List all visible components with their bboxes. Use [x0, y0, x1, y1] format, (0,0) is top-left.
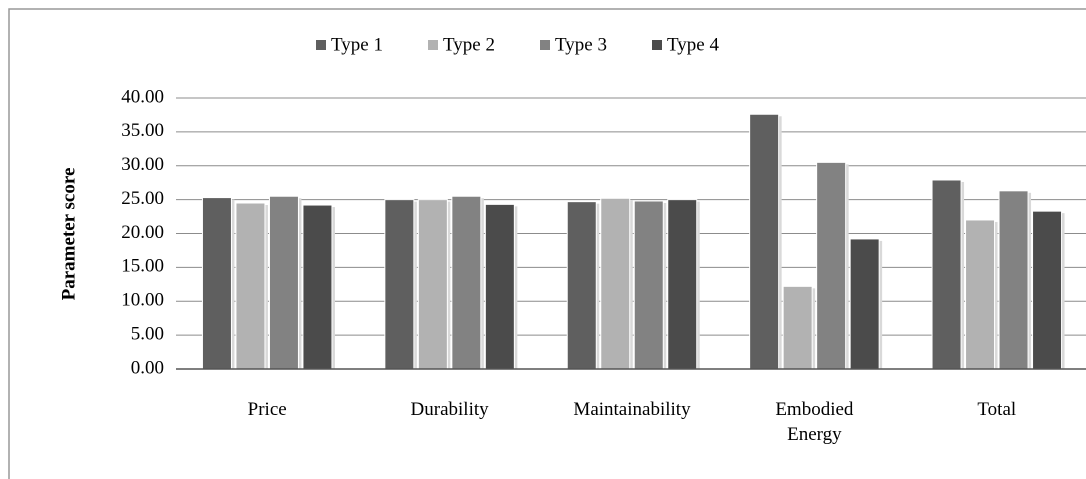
bar	[600, 197, 631, 370]
y-tick-label: 10.00	[121, 290, 164, 311]
x-tick-label-box: Embodied Energy	[759, 397, 869, 447]
bar	[201, 197, 232, 370]
y-tick-label: 30.00	[121, 154, 164, 175]
x-tick-label-box: Durability	[395, 397, 505, 422]
bar	[451, 195, 482, 370]
x-tick-label: Durability	[410, 399, 489, 420]
x-tick-label: Maintainability	[573, 399, 691, 420]
legend-label: Type 3	[555, 34, 607, 55]
legend-label: Type 1	[331, 34, 383, 55]
bar	[484, 203, 515, 370]
bar	[633, 200, 664, 370]
bar	[417, 199, 448, 370]
y-axis-label: Parameter score	[58, 168, 79, 301]
y-tick-label: 40.00	[121, 86, 164, 107]
bar	[849, 238, 880, 370]
x-tick-label: Price	[247, 399, 287, 420]
bar	[235, 202, 266, 370]
y-tick-label: 25.00	[121, 188, 164, 209]
legend-label: Type 2	[443, 34, 495, 55]
y-tick-label: 15.00	[121, 256, 164, 277]
bar	[302, 204, 333, 370]
legend-label: Type 4	[667, 34, 719, 55]
legend-swatch	[428, 40, 438, 50]
bar	[998, 190, 1029, 370]
y-tick-label: 20.00	[121, 222, 164, 243]
bar	[816, 161, 847, 370]
bar	[1032, 210, 1063, 370]
bar	[667, 199, 698, 370]
bar	[965, 219, 996, 370]
bar	[268, 195, 299, 370]
y-tick-label: 5.00	[131, 323, 164, 344]
x-tick-label-box: Total	[942, 397, 1052, 422]
x-tick-label: Embodied Energy	[775, 399, 854, 445]
y-tick-label: 0.00	[131, 357, 164, 378]
y-tick-label: 35.00	[121, 120, 164, 141]
legend-swatch	[652, 40, 662, 50]
x-tick-label-box: Price	[212, 397, 322, 422]
bar	[566, 201, 597, 370]
legend-swatch	[540, 40, 550, 50]
bar	[931, 179, 962, 370]
x-tick-label-box: Maintainability	[573, 397, 690, 422]
bar	[384, 199, 415, 370]
chart-border	[8, 8, 1086, 479]
legend-swatch	[316, 40, 326, 50]
x-tick-label: Total	[977, 399, 1017, 420]
bar	[782, 285, 813, 370]
bar	[749, 113, 780, 370]
